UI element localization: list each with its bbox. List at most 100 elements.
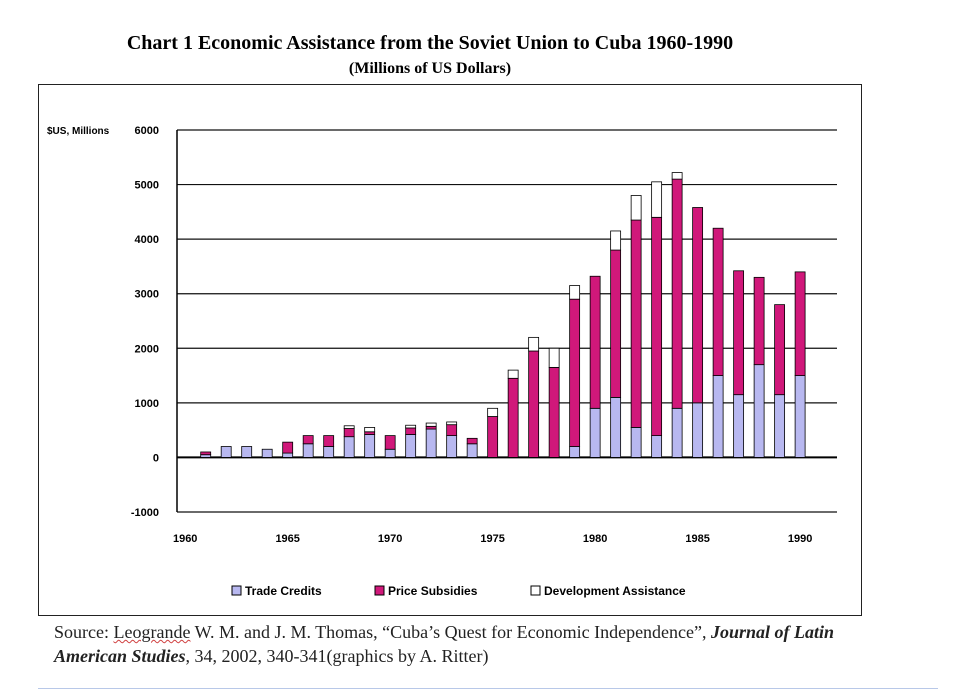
bar-price-subsidies (323, 435, 335, 447)
bar-price-subsidies (200, 451, 212, 456)
y-tick-label: 4000 (135, 234, 159, 246)
bar-trade-credits (794, 375, 806, 458)
y-tick-label: 6000 (135, 125, 159, 137)
source-prefix: Source: (54, 622, 114, 642)
chart-title-text: Chart 1 Economic Assistance from the Sov… (126, 32, 734, 54)
bar-development-assistance (507, 369, 519, 379)
bar-trade-credits (733, 394, 745, 458)
chart-plot: -1000 0 1000 2000 3000 4000 5000 6000 $US, Milli… (47, 125, 837, 598)
x-tick-label: 1975 (480, 533, 504, 545)
bar-development-assistance (446, 421, 458, 426)
bar-trade-credits (364, 434, 376, 458)
bar-development-assistance (548, 347, 560, 368)
bar-price-subsidies (630, 219, 642, 428)
y-tick-label: 5000 (135, 180, 159, 192)
x-tick-label: 1965 (275, 533, 299, 545)
bar-price-subsidies (528, 350, 540, 458)
bar-development-assistance (630, 195, 642, 221)
bar-development-assistance (487, 407, 499, 417)
bar-development-assistance (651, 181, 663, 218)
legend-swatch (374, 585, 385, 596)
bar-price-subsidies (733, 270, 745, 396)
source-authors: Leogrande (113, 622, 191, 642)
bar-development-assistance (425, 422, 437, 427)
y-tick-label: 2000 (135, 343, 159, 355)
bar-trade-credits (323, 446, 335, 458)
chart-subtitle: (Millions of US Dollars) (348, 60, 512, 77)
bar-trade-credits (671, 407, 683, 458)
bar-price-subsidies (487, 416, 499, 458)
bar-price-subsidies (405, 427, 417, 435)
y-tick-label: 0 (153, 452, 159, 464)
bar-price-subsidies (569, 298, 581, 447)
bar-development-assistance (405, 424, 417, 429)
y-tick-label: 1000 (135, 398, 159, 410)
source-citation: Source: Leogrande W. M. and J. M. Thomas… (54, 620, 854, 668)
x-tick-label: 1985 (685, 533, 709, 545)
bar-price-subsidies (753, 276, 765, 366)
bar-trade-credits (630, 427, 642, 458)
legend-label: Trade Credits (245, 584, 322, 598)
bar-price-subsidies (466, 437, 478, 445)
bar-price-subsidies (712, 227, 724, 376)
bar-development-assistance (671, 172, 683, 180)
source-journal: Journal of Latin American Studies (54, 622, 835, 666)
bar-trade-credits (261, 448, 273, 458)
bar-price-subsidies (774, 304, 786, 396)
y-tick-label: -1000 (131, 507, 159, 519)
bar-price-subsidies (507, 377, 519, 458)
bar-price-subsidies (651, 216, 663, 437)
bar-trade-credits (282, 452, 294, 458)
bar-price-subsidies (364, 431, 376, 435)
bar-price-subsidies (794, 271, 806, 376)
bar-development-assistance (364, 427, 376, 433)
y-tick-label: 3000 (135, 289, 159, 301)
legend-label: Price Subsidies (388, 584, 478, 598)
bar-price-subsidies (302, 435, 314, 445)
bar-trade-credits (651, 435, 663, 458)
bar-trade-credits (220, 446, 232, 458)
bar-development-assistance (569, 285, 581, 300)
legend-swatch (231, 585, 242, 596)
bar-trade-credits (692, 402, 704, 458)
bar-price-subsidies (446, 424, 458, 436)
legend-swatch (530, 585, 541, 596)
page-divider (38, 688, 938, 689)
bar-trade-credits (589, 407, 601, 458)
bar-price-subsidies (589, 275, 601, 409)
bar-price-subsidies (282, 441, 294, 454)
bar-trade-credits (241, 446, 253, 458)
bar-price-subsidies (692, 207, 704, 404)
bar-trade-credits (466, 443, 478, 458)
bar-trade-credits (446, 435, 458, 458)
bar-trade-credits (569, 446, 581, 458)
bar-development-assistance (343, 425, 355, 429)
bar-trade-credits (302, 443, 314, 458)
source-text-1: W. M. and J. M. Thomas, “Cuba’s Quest fo… (190, 622, 712, 642)
x-tick-label: 1960 (173, 533, 197, 545)
bar-trade-credits (774, 394, 786, 458)
x-tick-label: 1980 (583, 533, 607, 545)
bar-price-subsidies (671, 178, 683, 409)
bar-price-subsidies (610, 249, 622, 398)
bar-price-subsidies (548, 366, 560, 458)
chart-frame: -1000 0 1000 2000 3000 4000 5000 6000 $US, Milli… (38, 84, 862, 616)
bar-development-assistance (610, 230, 622, 251)
y-axis-label: $US, Millions (47, 126, 110, 137)
chart-title: Chart 1 Economic Assistance from the Sov… (0, 32, 860, 55)
bar-trade-credits (610, 396, 622, 458)
bar-trade-credits (712, 375, 724, 458)
x-tick-label: 1990 (788, 533, 812, 545)
bar-price-subsidies (343, 428, 355, 438)
bar-price-subsidies (384, 435, 396, 450)
legend-label: Development Assistance (544, 584, 686, 598)
x-tick-label: 1970 (378, 533, 402, 545)
bar-trade-credits (200, 454, 212, 458)
source-text-2: , 34, 2002, 340-341(graphics by A. Ritte… (185, 646, 489, 666)
bar-trade-credits (405, 434, 417, 458)
bar-trade-credits (425, 428, 437, 458)
bar-trade-credits (384, 448, 396, 458)
bar-price-subsidies (425, 425, 437, 430)
bar-trade-credits (753, 364, 765, 458)
bar-trade-credits (343, 436, 355, 458)
